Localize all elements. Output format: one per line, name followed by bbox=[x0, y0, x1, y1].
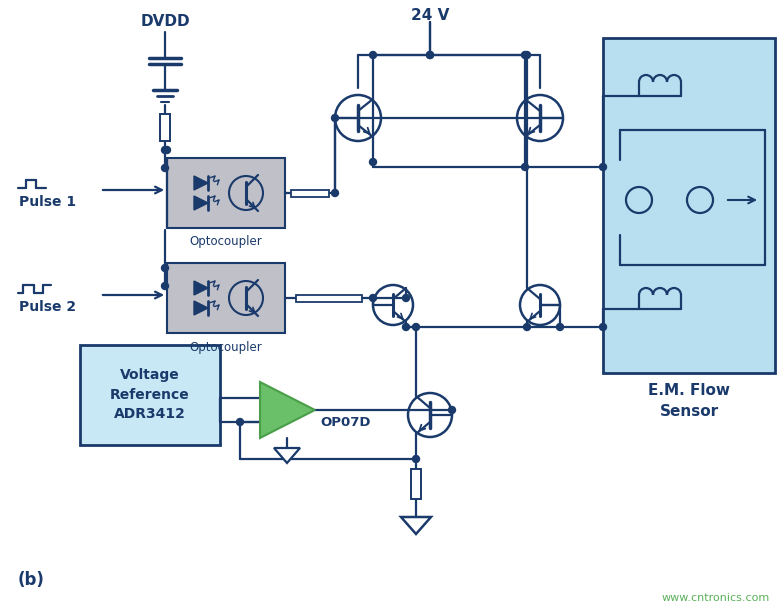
Bar bbox=[167, 263, 285, 333]
Text: OP07D: OP07D bbox=[320, 415, 371, 429]
Circle shape bbox=[236, 418, 243, 426]
Circle shape bbox=[370, 158, 376, 166]
Circle shape bbox=[522, 52, 529, 58]
Bar bbox=[160, 114, 170, 141]
Circle shape bbox=[600, 323, 607, 331]
Circle shape bbox=[332, 114, 339, 122]
Circle shape bbox=[449, 406, 455, 414]
Circle shape bbox=[412, 456, 419, 462]
Text: www.cntronics.com: www.cntronics.com bbox=[662, 593, 770, 603]
Bar bbox=[167, 158, 285, 228]
Polygon shape bbox=[194, 176, 208, 190]
Circle shape bbox=[426, 52, 433, 58]
Circle shape bbox=[403, 323, 410, 331]
Bar bbox=[296, 295, 362, 301]
Bar bbox=[603, 38, 775, 373]
Circle shape bbox=[557, 323, 564, 331]
Polygon shape bbox=[194, 196, 208, 210]
Text: Optocoupler: Optocoupler bbox=[189, 340, 263, 353]
Polygon shape bbox=[194, 281, 208, 295]
Circle shape bbox=[523, 52, 530, 58]
Polygon shape bbox=[260, 382, 315, 438]
Bar bbox=[291, 189, 329, 197]
Circle shape bbox=[523, 323, 530, 331]
Text: (b): (b) bbox=[18, 571, 45, 589]
Circle shape bbox=[600, 163, 607, 171]
Circle shape bbox=[162, 283, 168, 289]
Text: Pulse 1: Pulse 1 bbox=[20, 195, 77, 209]
Circle shape bbox=[162, 264, 168, 272]
Text: DVDD: DVDD bbox=[140, 15, 190, 29]
Bar bbox=[411, 469, 421, 499]
Text: Pulse 2: Pulse 2 bbox=[20, 300, 77, 314]
Text: Optocoupler: Optocoupler bbox=[189, 236, 263, 248]
Polygon shape bbox=[401, 517, 431, 534]
Circle shape bbox=[163, 147, 170, 153]
Circle shape bbox=[522, 163, 529, 171]
Circle shape bbox=[426, 52, 433, 58]
Text: 24 V: 24 V bbox=[411, 7, 449, 23]
Polygon shape bbox=[194, 301, 208, 315]
Bar bbox=[80, 345, 220, 445]
Circle shape bbox=[412, 323, 419, 331]
Circle shape bbox=[370, 295, 376, 301]
Circle shape bbox=[162, 147, 168, 153]
Polygon shape bbox=[274, 448, 300, 463]
Circle shape bbox=[370, 52, 376, 58]
Text: E.M. Flow
Sensor: E.M. Flow Sensor bbox=[648, 383, 730, 419]
Circle shape bbox=[332, 189, 339, 197]
Text: Voltage
Reference
ADR3412: Voltage Reference ADR3412 bbox=[110, 368, 190, 421]
Circle shape bbox=[162, 164, 168, 172]
Circle shape bbox=[403, 295, 410, 301]
